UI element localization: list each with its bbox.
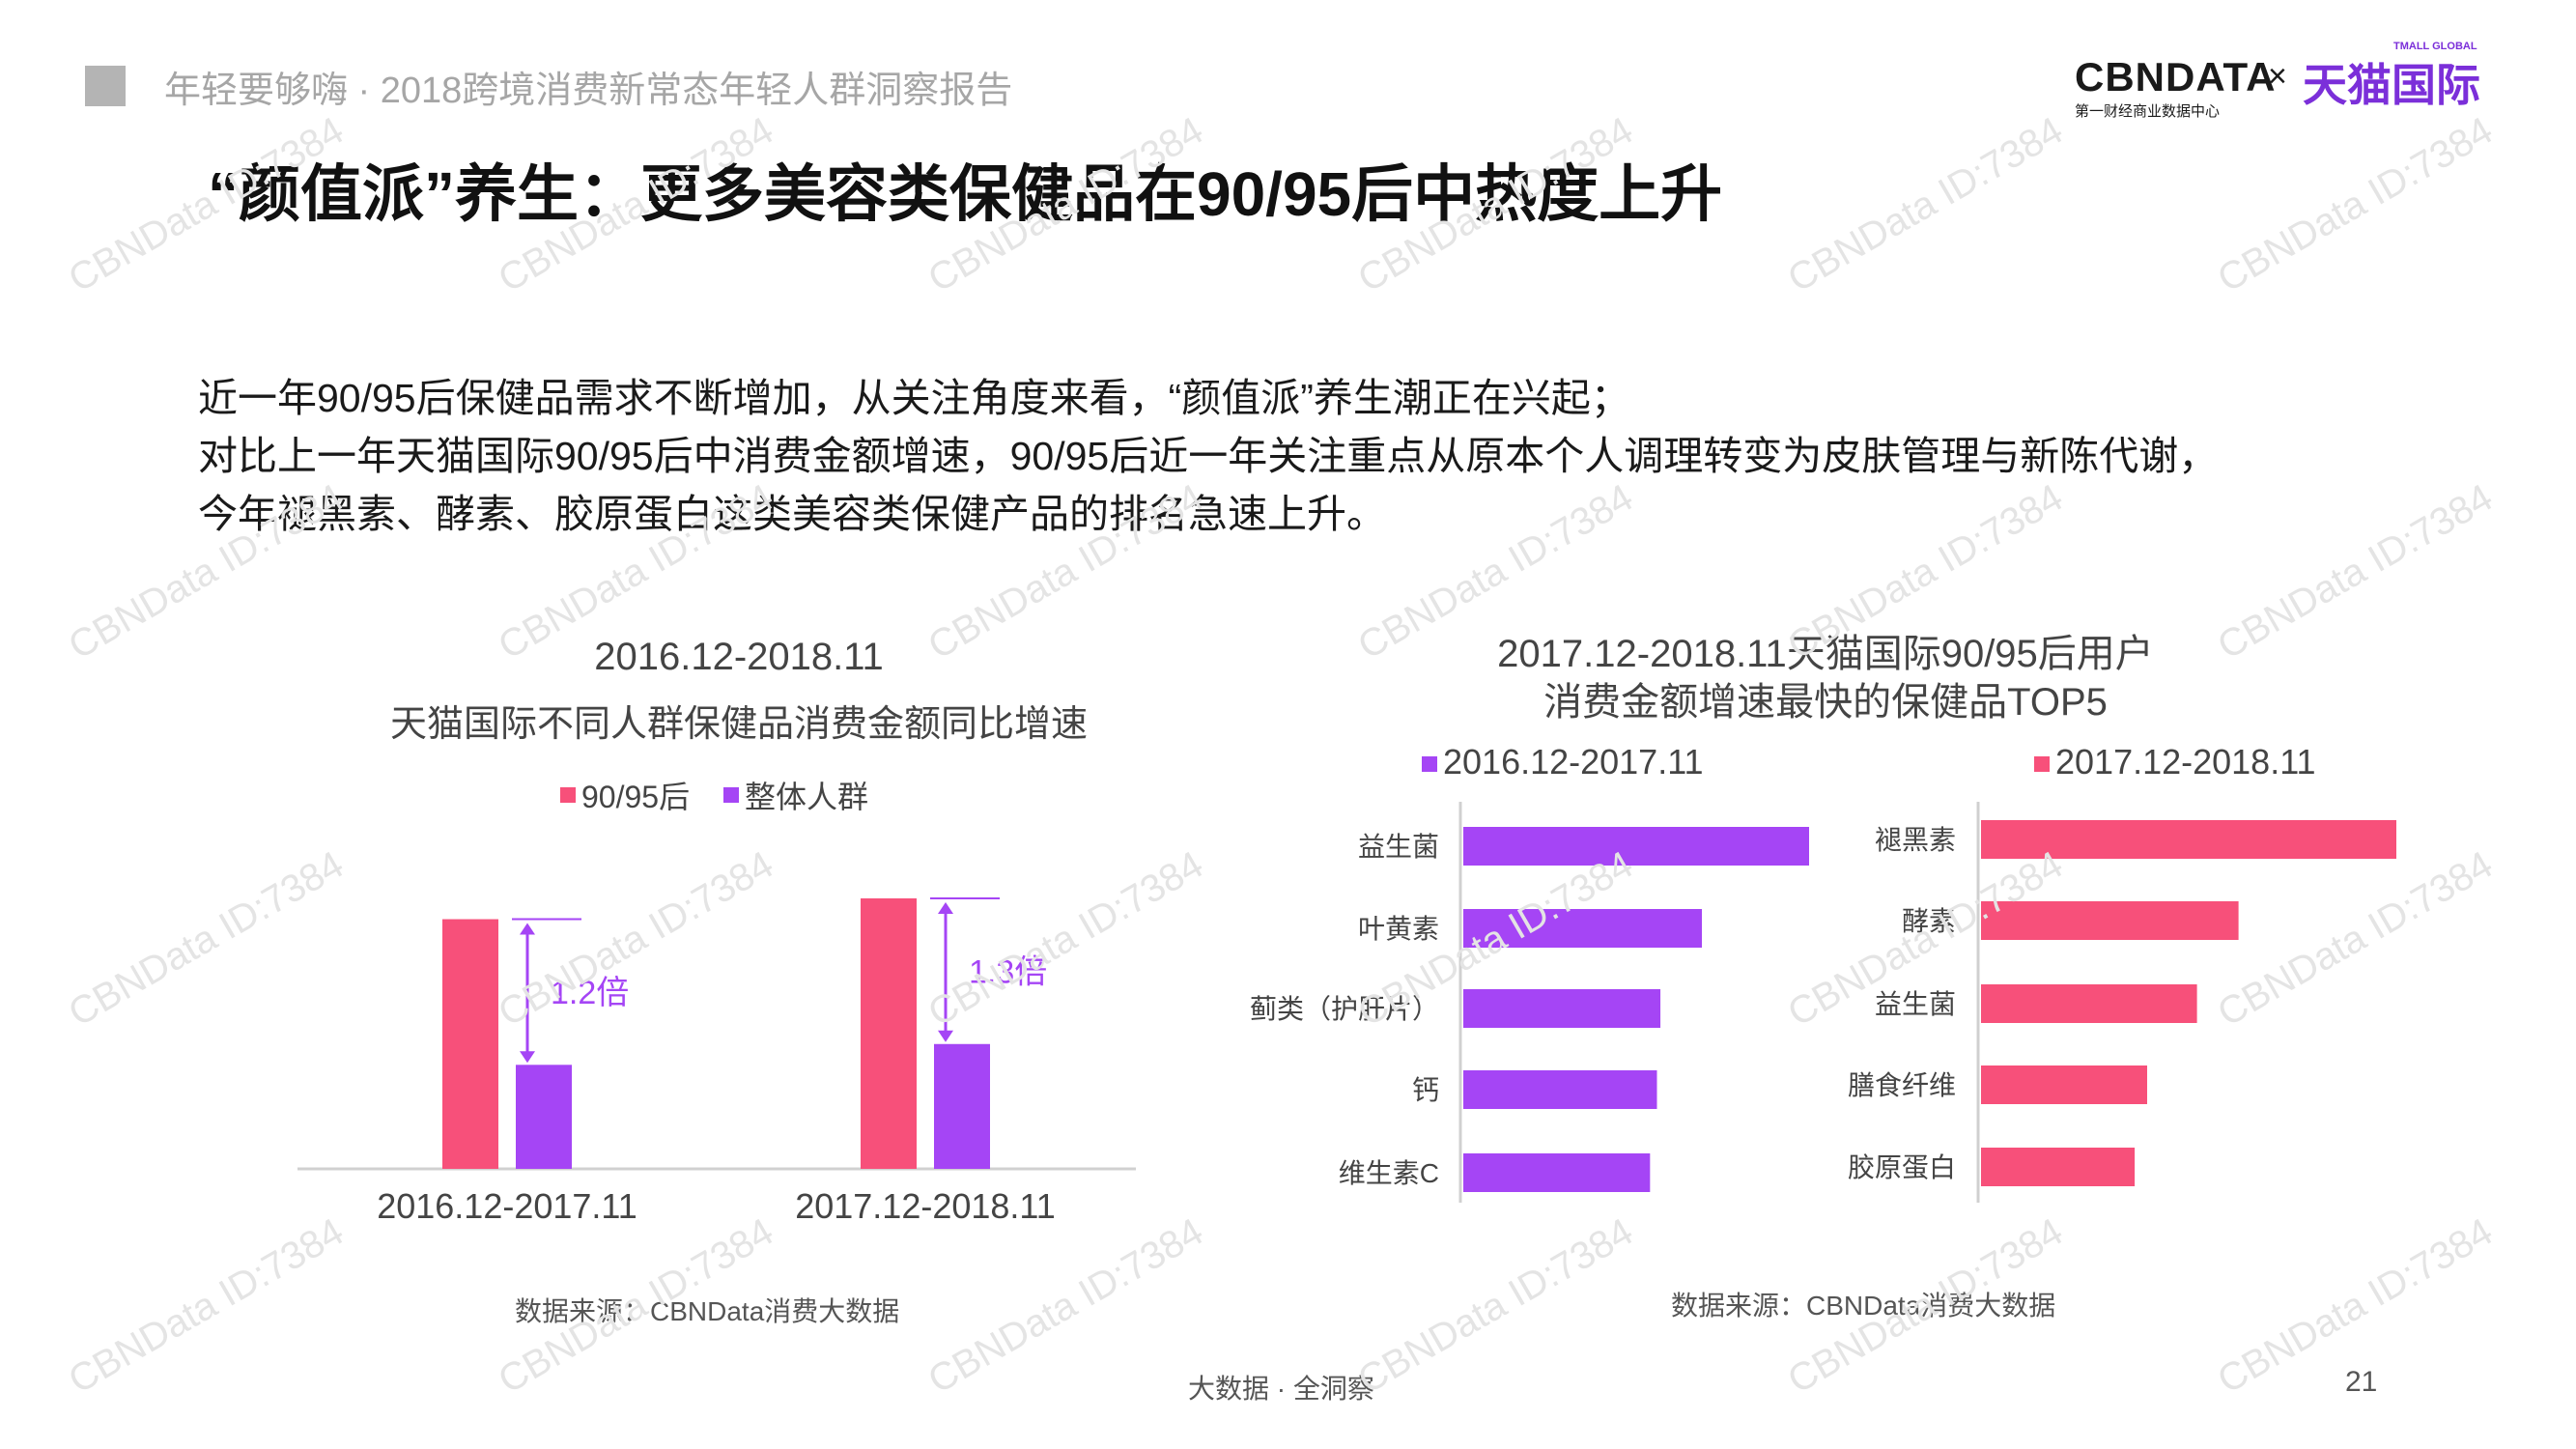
hbar-1-5: [1463, 1153, 1651, 1192]
legend-label-2017: 2016.12-2017.11: [1443, 742, 1704, 781]
hbar-2-2: [1981, 901, 2239, 940]
footer-slogan: 大数据 · 全洞察: [1188, 1374, 1374, 1404]
hbar-2-5: [1981, 1148, 2136, 1186]
cbndata-sub: 第一财经商业数据中心: [2075, 103, 2221, 120]
right-data-source: 数据来源：CBNData消费大数据: [1671, 1291, 2056, 1321]
legend-swatch-pink: [560, 787, 576, 803]
right-legend-2018: 2017.12-2018.11: [2034, 742, 2316, 782]
hbar-1-2: [1463, 909, 1703, 948]
legend-label-overall: 整体人群: [744, 780, 868, 814]
category-label: 钙: [1412, 1075, 1439, 1105]
tmall-logo: 天猫国际: [2303, 60, 2480, 110]
bar-overall-2: [934, 1043, 990, 1169]
category-label: 叶黄素: [1358, 914, 1439, 944]
hbar-2-4: [1981, 1065, 2147, 1104]
x-tick-label: 2016.12-2017.11: [377, 1186, 637, 1226]
right-legend-2017: 2016.12-2017.11: [1422, 742, 1704, 782]
category-label: 益生菌: [1875, 989, 1956, 1019]
intro-line-2: 对比上一年天猫国际90/95后中消费金额增速，90/95后近一年关注重点从原本个…: [198, 434, 2219, 478]
legend-swatch-purple: [722, 787, 739, 803]
category-label: 胶原蛋白: [1848, 1152, 1956, 1182]
page-number: 21: [2345, 1366, 2378, 1398]
legend-label-2018: 2017.12-2018.11: [2055, 742, 2316, 781]
category-label: 维生素C: [1339, 1158, 1439, 1188]
annotation-label: 1.3倍: [969, 953, 1047, 990]
annotation-arrow-head-up: [938, 902, 953, 914]
page-title: “颜值派”养生：更多美容类保健品在90/95后中热度上升: [208, 159, 1723, 229]
hbar-1-4: [1463, 1070, 1657, 1109]
hbar-2-3: [1981, 984, 2197, 1023]
bar-overall-1: [516, 1065, 572, 1169]
left-chart-title: 2016.12-2018.11: [594, 636, 884, 678]
hbar-2-1: [1981, 820, 2396, 859]
right-chart-title: 2017.12-2018.11天猫国际90/95后用户: [1497, 633, 2154, 675]
cbndata-logo: CBNDATA: [2075, 54, 2277, 99]
intro-line-3: 今年褪黑素、酵素、胶原蛋白这类美容类保健产品的排名急速上升。: [198, 492, 1386, 536]
legend-label-90-95: 90/95后: [581, 780, 691, 814]
header-square: [85, 66, 126, 106]
bar-90-95-2: [861, 898, 917, 1169]
annotation-arrow-head-up: [520, 923, 535, 935]
left-data-source: 数据来源：CBNData消费大数据: [515, 1296, 900, 1326]
legend-swatch-purple: [1422, 756, 1437, 773]
category-label: 酵素: [1902, 906, 1956, 936]
left-chart-legend: 90/95后 整体人群: [560, 773, 868, 817]
left-chart-subtitle: 天猫国际不同人群保健品消费金额同比增速: [389, 704, 1088, 745]
report-title: 年轻要够嗨 · 2018跨境消费新常态年轻人群洞察报告: [164, 71, 1013, 111]
legend-swatch-pink: [2034, 756, 2050, 773]
category-label: 褪黑素: [1875, 825, 1956, 855]
logo-times: ×: [2268, 58, 2287, 95]
category-label: 益生菌: [1358, 832, 1439, 862]
category-label: 蓟类（护肝片）: [1250, 994, 1439, 1024]
category-label: 膳食纤维: [1848, 1070, 1956, 1100]
annotation-arrow-head-down: [938, 1030, 953, 1042]
tmall-global-text: TMALL GLOBAL: [2393, 41, 2477, 52]
hbar-1-3: [1463, 989, 1661, 1028]
intro-text: 近一年90/95后保健品需求不断增加，从关注角度来看，“颜值派”养生潮正在兴起；…: [198, 369, 2420, 543]
intro-line-1: 近一年90/95后保健品需求不断增加，从关注角度来看，“颜值派”养生潮正在兴起；: [198, 376, 1630, 420]
x-tick-label: 2017.12-2018.11: [795, 1186, 1056, 1226]
right-chart-subtitle: 消费金额增速最快的保健品TOP5: [1543, 681, 2108, 724]
brand-logo: CBNDATA × TMALL GLOBAL 天猫国际 第一财经商业数据中心: [2067, 41, 2492, 122]
bar-90-95-1: [442, 919, 498, 1169]
hbar-1-1: [1463, 827, 1809, 866]
annotation-label: 1.2倍: [551, 975, 629, 1011]
annotation-arrow-head-down: [520, 1051, 535, 1064]
